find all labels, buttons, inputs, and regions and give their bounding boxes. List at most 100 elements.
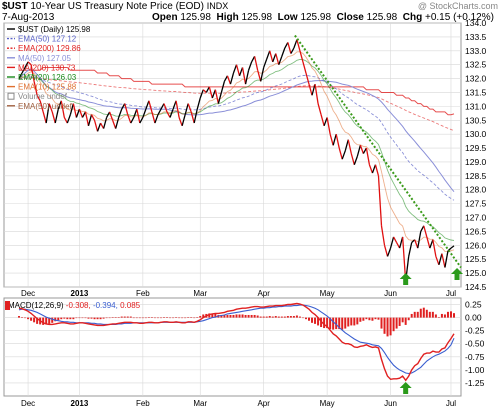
price-segment — [432, 239, 437, 257]
price-y-tick-label: 128.5 — [465, 171, 487, 181]
price-segment — [54, 109, 59, 124]
macd-hist-bar — [117, 317, 120, 318]
macd-hist-bar — [359, 317, 362, 322]
price-segment — [383, 245, 389, 257]
macd-hist-bar — [419, 308, 422, 318]
price-segment — [371, 164, 377, 174]
price-segment — [302, 61, 307, 74]
price-segment — [36, 94, 41, 102]
price-y-tick-label: 129.5 — [465, 143, 487, 153]
price-y-tick-label: 130.0 — [465, 129, 487, 139]
macd-hist-bar — [235, 314, 238, 318]
macd-hist-bar — [274, 316, 277, 318]
macd-label-part: MACD(12,26,9) — [8, 301, 66, 310]
price-segment — [199, 89, 204, 99]
macd-hist-bar — [386, 317, 389, 337]
macd-x-tick-label: Feb — [136, 399, 150, 408]
price-segment — [353, 156, 358, 165]
price-segment — [160, 103, 165, 110]
macd-hist-bar — [69, 317, 72, 320]
macd-hist-bar — [404, 317, 407, 325]
macd-hist-bar — [262, 316, 265, 318]
price-segment — [420, 225, 425, 232]
macd-hist-bar — [132, 317, 135, 319]
price-segment — [96, 122, 102, 132]
macd-hist-bar — [181, 317, 184, 319]
macd-hist-bar — [383, 317, 386, 334]
macd-x-tick-label: Jun — [384, 399, 397, 408]
macd-hist-bar — [169, 317, 172, 319]
ema200-line — [18, 77, 455, 132]
high-label: High — [216, 12, 239, 23]
macd-hist-bar — [286, 316, 289, 318]
price-segment — [106, 111, 111, 118]
price-segment — [42, 111, 47, 124]
price-segment — [287, 42, 292, 54]
exchange: INDX — [206, 1, 229, 11]
price-segment — [389, 236, 395, 249]
price-segment — [109, 111, 114, 121]
price-segment — [260, 67, 265, 82]
macd-y-tick-label: -0.75 — [465, 352, 485, 362]
price-segment — [308, 83, 313, 96]
macd-hist-bar — [431, 311, 434, 318]
macd-hist-bar — [425, 309, 428, 318]
price-segment — [290, 47, 295, 54]
macd-label-part: -0.308, — [66, 301, 93, 310]
price-segment — [299, 50, 304, 63]
macd-hist-bar — [446, 311, 449, 318]
price-segment — [214, 89, 220, 104]
macd-hist-bar — [78, 317, 81, 319]
legend-entry: Volume undef — [18, 92, 68, 101]
macd-hist-bar — [280, 316, 283, 318]
macd-panel: 0.25 0.00 -0.25 -0.50 -0.75 -1.00 -1.25 Dec 2013… — [3, 297, 485, 408]
price-segment — [66, 114, 71, 124]
price-segment — [93, 120, 99, 132]
up-arrow-icon — [399, 273, 412, 285]
price-segment — [323, 117, 328, 127]
macd-swatch — [5, 301, 10, 310]
price-segment — [196, 97, 201, 110]
open-label: Open — [152, 12, 178, 23]
macd-hist-bar — [241, 314, 244, 318]
macd-hist-bar — [66, 317, 69, 320]
macd-hist-bar — [283, 316, 286, 318]
price-segment — [157, 108, 162, 116]
macd-hist-bar — [389, 317, 392, 336]
price-segment — [27, 61, 32, 66]
macd-hist-bar — [422, 307, 425, 318]
price-segment — [284, 42, 289, 49]
macd-hist-bar — [184, 317, 187, 319]
date-label: 7-Aug-2013 — [2, 12, 55, 23]
price-segment — [142, 108, 147, 118]
macd-hist-bar — [443, 314, 446, 318]
price-segment — [205, 86, 210, 93]
macd-hist-bar — [178, 317, 181, 319]
macd-hist-bar — [199, 316, 202, 318]
macd-y-tick-label: -1.25 — [465, 378, 485, 388]
price-segment — [341, 150, 346, 160]
macd-hist-bar — [341, 317, 344, 330]
macd-hist-bar — [314, 317, 317, 324]
macd-hist-bar — [99, 317, 102, 320]
macd-hist-bar — [268, 316, 271, 318]
macd-x-tick-label: 2013 — [71, 399, 89, 408]
price-segment — [344, 139, 349, 152]
price-y-tick-label: 133.0 — [465, 46, 487, 56]
price-segment — [368, 164, 374, 174]
price-segment — [263, 58, 268, 68]
macd-label-part: -0.394, — [93, 301, 120, 310]
macd-y-tick-label: -0.25 — [465, 326, 485, 336]
price-segment — [257, 70, 262, 82]
legend-entry: EMA(50) undef — [18, 102, 73, 111]
macd-hist-bar — [250, 314, 253, 318]
price-segment — [238, 67, 244, 77]
macd-hist-bar — [51, 317, 54, 323]
price-y-tick-label: 125.5 — [465, 254, 487, 264]
price-y-tick-label: 129.0 — [465, 157, 487, 167]
price-segment — [166, 111, 171, 118]
price-segment — [317, 103, 322, 115]
macd-hist-bar — [138, 317, 141, 319]
macd-x-tick-label: Dec — [21, 399, 35, 408]
